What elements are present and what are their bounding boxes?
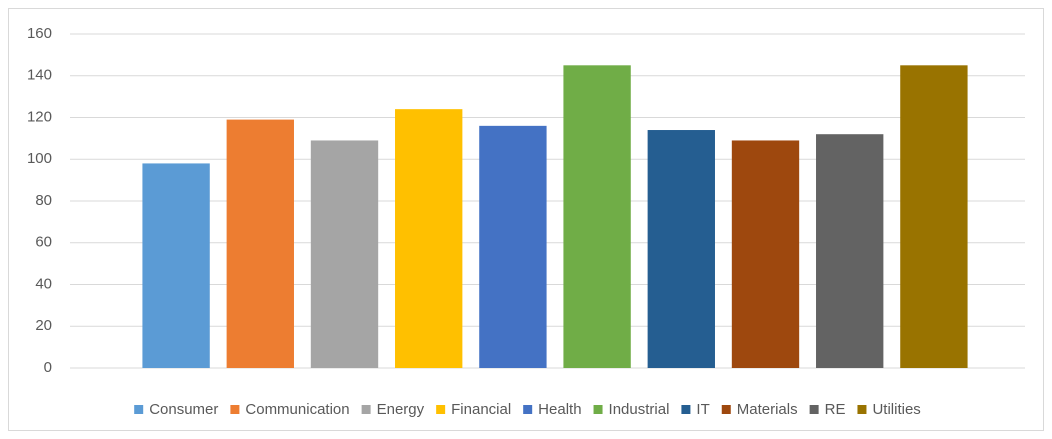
legend-label: Health — [538, 401, 581, 418]
y-tick-label: 120 — [27, 108, 52, 125]
bar — [310, 140, 379, 368]
legend-label: Utilities — [872, 401, 920, 418]
legend-swatch — [436, 405, 446, 414]
bar — [142, 163, 210, 368]
legend-swatch — [134, 405, 144, 414]
y-tick-label: 80 — [35, 192, 52, 209]
legend-swatch — [361, 405, 371, 414]
legend-label: Communication — [245, 401, 349, 418]
legend-label: Financial — [451, 401, 511, 418]
bar — [395, 109, 463, 369]
y-tick-label: 160 — [27, 25, 52, 42]
y-tick-label: 60 — [35, 234, 52, 251]
y-tick-label: 40 — [35, 275, 52, 292]
y-tick-label: 0 — [44, 359, 52, 376]
y-tick-label: 20 — [35, 317, 52, 334]
legend-label: Consumer — [149, 401, 218, 418]
legend-label: Energy — [377, 401, 425, 418]
legend-swatch — [523, 405, 533, 414]
bar — [900, 65, 968, 368]
bar — [479, 125, 547, 368]
bar — [226, 119, 294, 369]
bar — [647, 130, 715, 368]
bar — [563, 65, 631, 368]
legend-label: RE — [825, 401, 846, 418]
y-tick-label: 140 — [27, 67, 52, 84]
legend-swatch — [809, 405, 819, 414]
legend-label: Materials — [737, 401, 798, 418]
legend-swatch — [593, 405, 603, 414]
legend-swatch — [857, 405, 867, 414]
bar — [731, 140, 800, 368]
legend-swatch — [721, 405, 731, 414]
bar — [816, 134, 884, 368]
legend-label: Industrial — [609, 401, 670, 418]
legend-label: IT — [696, 401, 709, 418]
legend-swatch — [681, 405, 691, 414]
y-tick-label: 100 — [27, 150, 52, 167]
legend-swatch — [230, 405, 240, 414]
